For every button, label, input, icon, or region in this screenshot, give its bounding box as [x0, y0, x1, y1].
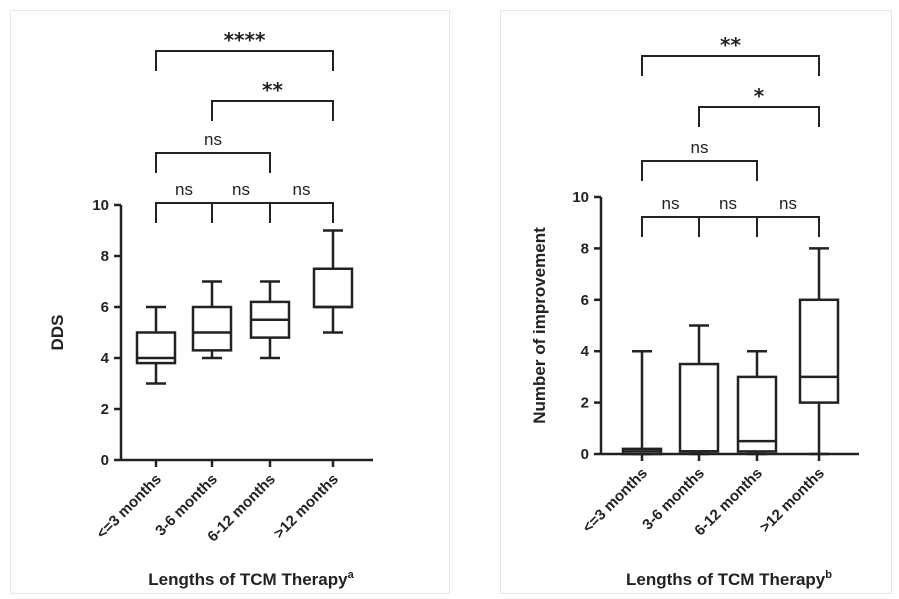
y-tick-label: 0	[101, 452, 109, 469]
significance-label: ns	[293, 180, 311, 199]
box	[678, 362, 720, 453]
significance-bracket	[641, 55, 820, 76]
significance-bracket	[155, 50, 334, 71]
y-tick-label: 10	[572, 189, 589, 206]
significance-bracket	[155, 202, 213, 223]
significance-label: **	[262, 78, 283, 102]
y-tick-label: 4	[101, 350, 110, 367]
improvement-chart-panel: Number of improvement Lengths of TCM The…	[500, 10, 892, 594]
significance-bracket	[698, 216, 758, 237]
y-tick-label: 6	[581, 292, 589, 309]
significance-label: **	[720, 33, 741, 57]
significance-label: ****	[224, 28, 266, 52]
x-tick-label: >12 months	[271, 471, 342, 542]
significance-bracket	[155, 152, 271, 173]
significance-label: ns	[719, 194, 737, 213]
x-axis-label-text: Lengths of TCM Therapy	[626, 570, 826, 589]
x-axis-label: Lengths of TCM Therapya	[148, 569, 354, 589]
y-tick-label: 2	[581, 395, 589, 412]
x-tick-label: <=3 months	[579, 465, 651, 537]
box	[798, 298, 840, 404]
significance-label: ns	[779, 194, 797, 213]
x-axis-label-superscript: a	[348, 569, 355, 581]
x-axis-label-superscript: b	[825, 569, 832, 581]
significance-label: ns	[691, 138, 709, 157]
significance-label: *	[754, 84, 765, 108]
x-axis-label-text: Lengths of TCM Therapy	[148, 570, 348, 589]
significance-bracket	[269, 202, 334, 223]
significance-bracket	[756, 216, 820, 237]
box	[312, 267, 354, 309]
significance-label: ns	[232, 180, 250, 199]
x-tick-label: >12 months	[757, 465, 828, 536]
significance-bracket	[698, 106, 820, 127]
dds-boxplot: DDS Lengths of TCM Therapya 0 2 4 6 8 10 <=3 m…	[48, 28, 373, 589]
y-axis-label: DDS	[48, 315, 67, 351]
significance-label: ns	[175, 180, 193, 199]
x-axis-label: Lengths of TCM Therapyb	[626, 569, 832, 589]
box	[191, 305, 233, 352]
y-tick-label: 8	[101, 248, 109, 265]
y-tick-label: 6	[101, 299, 109, 316]
significance-bracket	[211, 202, 271, 223]
y-tick-label: 0	[581, 446, 589, 463]
improvement-boxplot: Number of improvement Lengths of TCM The…	[530, 33, 859, 589]
dds-chart-panel: DDS Lengths of TCM Therapya 0 2 4 6 8 10 <=3 m…	[10, 10, 450, 594]
significance-bracket	[641, 160, 758, 181]
y-tick-label: 2	[101, 401, 109, 418]
y-tick-label: 10	[92, 197, 109, 214]
y-tick-label: 4	[581, 343, 590, 360]
y-tick-label: 8	[581, 240, 589, 257]
box	[736, 375, 778, 453]
x-tick-label: <=3 months	[93, 471, 165, 543]
significance-bracket	[641, 216, 700, 237]
significance-label: ns	[662, 194, 680, 213]
significance-label: ns	[204, 130, 222, 149]
significance-bracket	[211, 100, 334, 121]
y-axis-label: Number of improvement	[530, 227, 549, 424]
